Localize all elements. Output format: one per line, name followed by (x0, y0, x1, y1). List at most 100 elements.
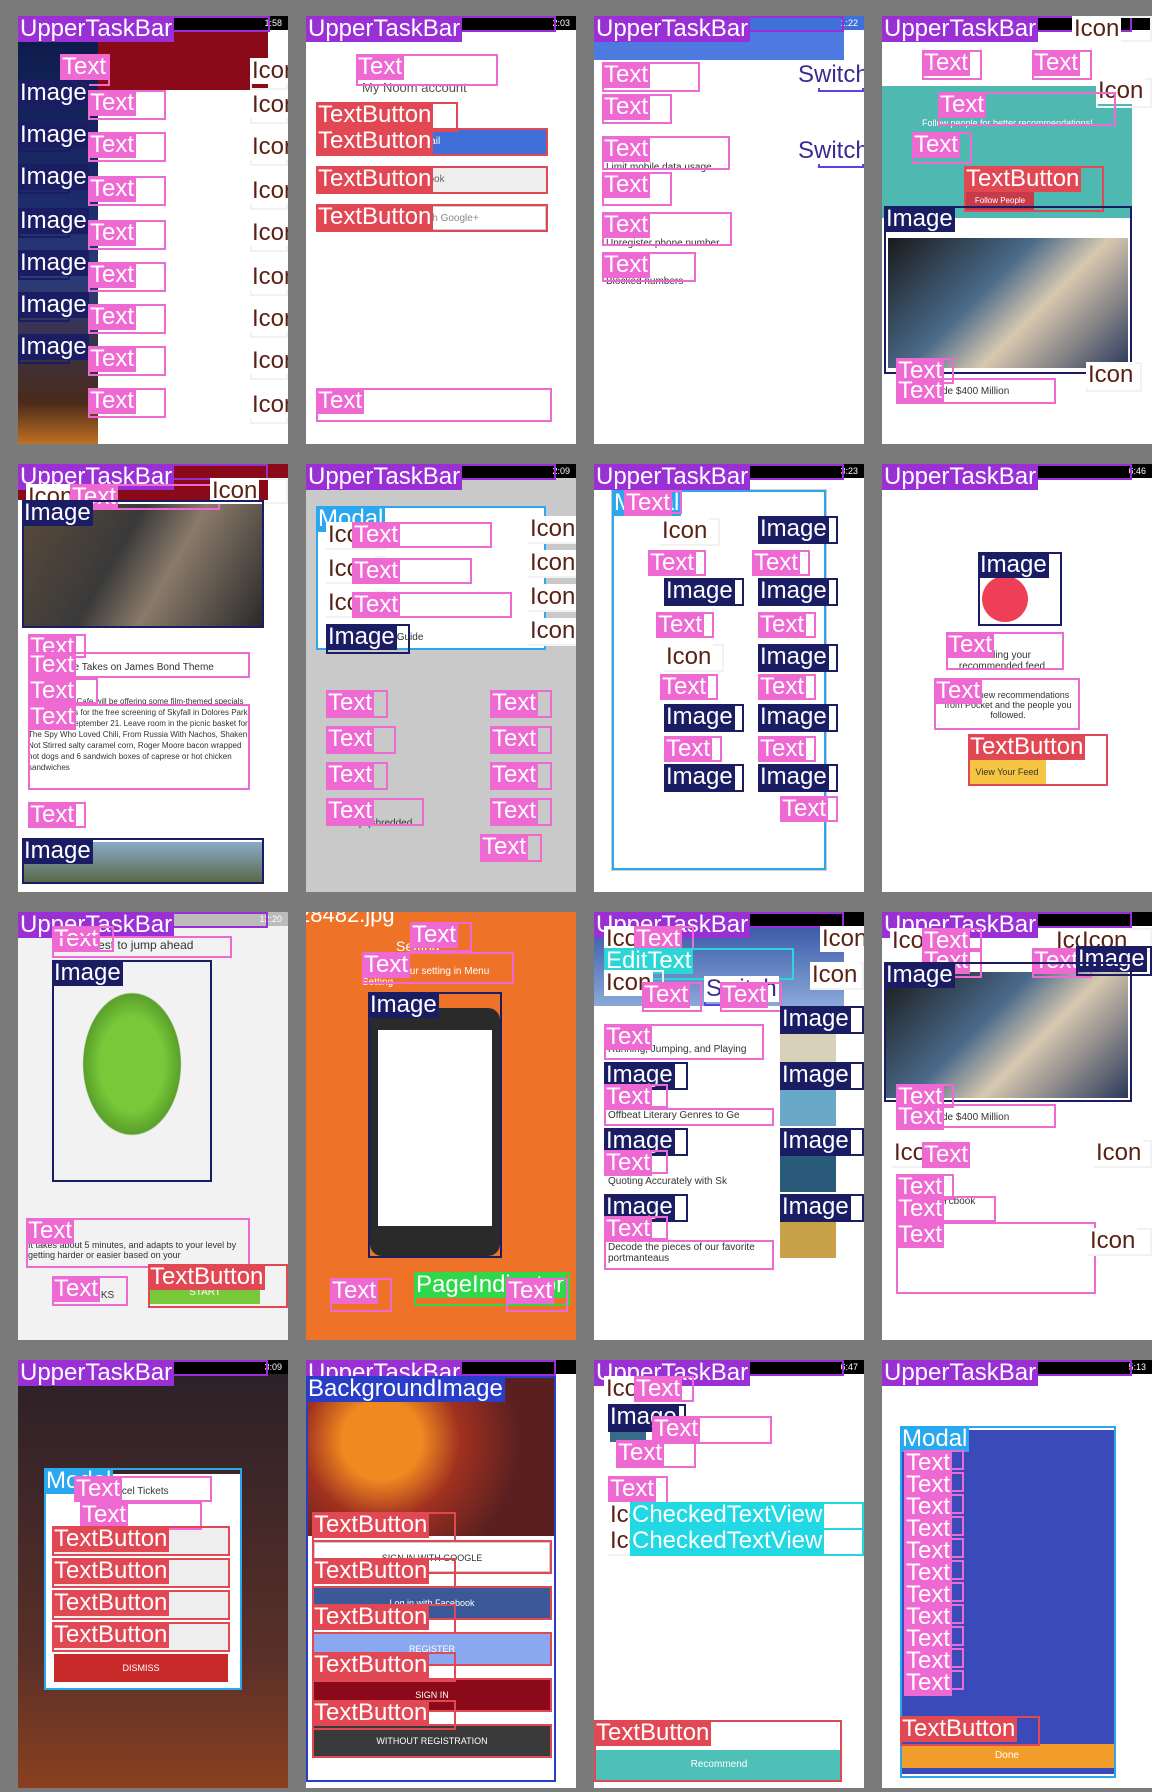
text-button-label: TextButton (900, 1715, 1018, 1742)
icon-label: Icon (250, 264, 288, 290)
text-annotation: Text (604, 1084, 668, 1110)
screenshot-tile: 2 Follow people for better recommendatio… (882, 16, 1152, 444)
image-label: Image (978, 551, 1049, 578)
text-annotation: Text (642, 982, 702, 1012)
text-label: Text (648, 549, 697, 576)
owl-illustration (56, 974, 208, 1174)
text-label: Text (896, 1173, 945, 1200)
fruit-background (308, 1376, 554, 1536)
text-button-label: TextButton (312, 1651, 430, 1678)
text-button-annotation: TextButton (312, 1700, 456, 1730)
follow-text: Follow people for better recommendations… (922, 118, 1093, 128)
text-button-annotation: TextButton (312, 1678, 552, 1712)
account-text: My Noom account (362, 80, 467, 95)
text-annotation: Text (88, 176, 166, 206)
text-annotation: Text (88, 262, 166, 292)
text-label: Text (362, 951, 411, 978)
icon-label: Icon (250, 92, 288, 118)
image-label: Image (758, 703, 829, 730)
done-button[interactable]: Done (900, 1744, 1114, 1768)
text-label: Text (490, 797, 539, 824)
text-annotation: Text (904, 1626, 964, 1652)
button-label: Follow People (974, 196, 1026, 205)
text-label: Text (88, 89, 137, 116)
text-annotation: Text (352, 558, 472, 584)
dismiss-button[interactable]: DISMISS (54, 1654, 228, 1682)
text-annotation: Text (904, 1670, 964, 1696)
icon-annotation: Icon (528, 516, 576, 544)
text-button-annotation: TextButton (316, 102, 458, 132)
text-label: Text (660, 673, 709, 700)
follow-people-button[interactable]: Follow People (966, 192, 1034, 210)
image-label: Image (604, 1193, 675, 1220)
image-label: Image (780, 1127, 851, 1154)
text-label: Text (602, 93, 651, 120)
text-annotation: Text (326, 762, 388, 790)
text-label: Text (634, 1375, 683, 1402)
text-button-label: TextButton (312, 1699, 430, 1726)
test-description-text: It takes about 5 minutes, and adapts to … (28, 1240, 237, 1260)
image-label: Image (758, 515, 829, 542)
text-annotation: Text (758, 674, 816, 700)
text-label: Text (604, 1215, 653, 1242)
text-button-annotation: TextButton (52, 1558, 230, 1588)
image-annotation: Image (758, 516, 838, 544)
button-label: START (189, 1287, 221, 1298)
text-annotation: Text (506, 1278, 568, 1312)
image-annotation: Image (758, 644, 838, 672)
icon-annotation: Icon (250, 92, 288, 124)
text-label: Text (352, 557, 401, 584)
icon-label: Icon (820, 926, 864, 952)
icon-annotation: Icon (250, 134, 288, 166)
view-feed-button[interactable]: View Your Feed (968, 760, 1046, 784)
text-annotation: Text (52, 936, 232, 958)
text-annotation: Text (652, 1416, 772, 1444)
text-button-label: TextButton (52, 1621, 170, 1648)
icon-label: Icon (528, 583, 576, 610)
text-label: Text (88, 261, 137, 288)
text-label: Text (922, 1141, 971, 1168)
image-label: Image (18, 121, 89, 148)
text-label: Text (758, 673, 807, 700)
cup-text: 1 cup (shredded (340, 818, 413, 829)
icon-annotation: Icon (528, 618, 576, 646)
icon-annotation: Icon (250, 220, 288, 252)
background-image-label: BackgroundImage (306, 1375, 505, 1402)
screenshot-tile: 28482.jpg Setting Custom your setting in… (306, 912, 576, 1340)
icon-annotation: Icon (528, 584, 576, 612)
text-label: Text (52, 1275, 101, 1302)
text-label: Text (904, 1581, 953, 1608)
image-label: Image (664, 703, 735, 730)
text-annotation: Text (934, 678, 1080, 730)
recommend-button[interactable]: Recommend (596, 1750, 842, 1780)
register-button[interactable]: REGISTER (314, 1634, 550, 1664)
text-annotation: Text (648, 550, 706, 576)
text-annotation: Text (752, 550, 810, 576)
image-label: Image (884, 961, 955, 988)
upper-task-bar-annotation: UpperTaskBar (18, 16, 270, 42)
text-label: Text (896, 1221, 945, 1248)
text-annotation: Text (604, 1150, 668, 1176)
screenshot-tile: 2 12:20 Take a test to jump ahead It tak… (18, 912, 288, 1340)
text-annotation: Text (60, 54, 110, 86)
edit-text-label: EditText (604, 947, 694, 974)
image-annotation: Image (664, 764, 744, 792)
text-annotation: Text (896, 378, 1056, 404)
text-annotation: Text (490, 726, 552, 754)
headline-text: de $400 Million (942, 386, 1010, 397)
text-label: Text (28, 651, 77, 678)
text-label: Text (352, 521, 401, 548)
text-annotation: Text (660, 674, 718, 700)
screenshot-tile: 2 3:23 share UpperTaskBar Modal Text Ico… (594, 464, 864, 892)
upper-task-bar-label: UpperTaskBar (594, 464, 751, 490)
image-annotation: Image (326, 624, 410, 654)
screenshot-tile: 2 6:46 Building your recommended feed Fi… (882, 464, 1152, 892)
text-button-label: TextButton (316, 165, 434, 192)
text-button-annotation: TextButton (52, 1622, 230, 1652)
text-annotation: Text (904, 1516, 964, 1542)
button-label: Log in with Facebook (389, 1598, 475, 1608)
image-label: Image (884, 205, 955, 232)
without-registration-button[interactable]: WITHOUT REGISTRATION (314, 1726, 550, 1756)
text-button-annotation: TextButton (316, 204, 548, 232)
text-button-label: TextButton (594, 1719, 712, 1746)
